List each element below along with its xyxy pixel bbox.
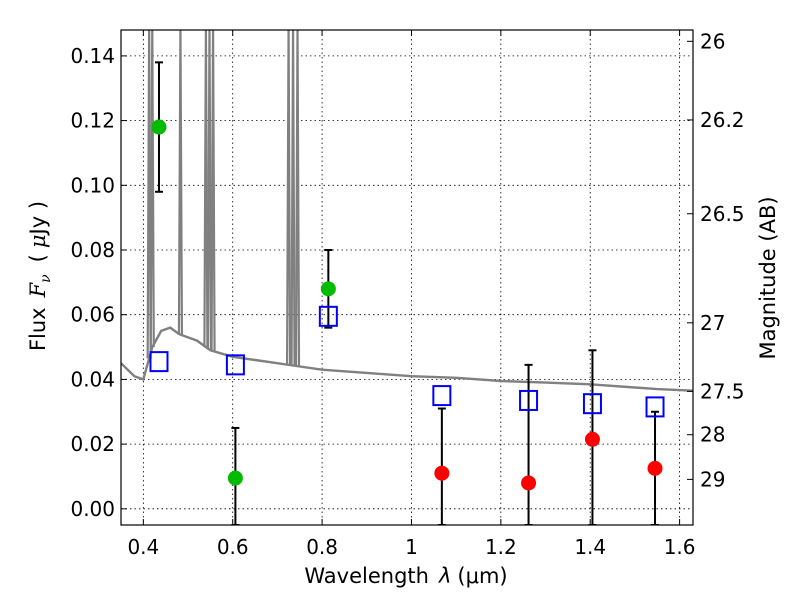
model-photometry-point — [645, 396, 665, 418]
upper-band-point — [584, 431, 600, 447]
model-photometry-point — [582, 393, 602, 415]
y-tick-label: 0.12 — [70, 109, 115, 133]
y-tick-label: 0.06 — [70, 303, 115, 327]
x-tick-label: 0.6 — [217, 535, 249, 559]
model-photometry-point — [149, 351, 169, 373]
mag-tick-label: 27 — [700, 311, 725, 335]
plot-frame — [120, 29, 694, 526]
x-tick-label: 1.4 — [574, 535, 606, 559]
x-tick-label: 1.2 — [485, 535, 517, 559]
mag-tick-label: 29 — [700, 467, 725, 491]
upper-band-point — [434, 465, 450, 481]
model-photometry-point — [318, 305, 338, 327]
sed-emission-line — [290, 30, 296, 366]
x-tick-label: 1 — [405, 535, 418, 559]
sed-emission-line — [294, 30, 301, 367]
grid — [121, 30, 693, 525]
sed-emission-line — [203, 30, 209, 348]
sed-emission-line — [206, 30, 213, 350]
ticks: 0.4 0.6 0.8 1 1.2 1.4 1.6 0.00 0.02 0.04 0.06 0.08 0… — [70, 29, 744, 559]
sed-emission-line — [285, 30, 292, 365]
mag-tick-label: 26.5 — [700, 202, 745, 226]
upper-band-point — [647, 460, 663, 476]
x-tick-label: 0.4 — [127, 535, 159, 559]
mag-tick-label: 26.2 — [700, 108, 745, 132]
x-axis-title: Wavelength λ (μm) — [304, 564, 507, 588]
model-photometry-point — [432, 385, 452, 407]
y-tick-label: 0.08 — [70, 238, 115, 262]
marker-layer — [149, 61, 665, 525]
y-tick-label: 0.14 — [70, 44, 115, 68]
detections-point — [151, 119, 167, 135]
sed-emission-line — [177, 30, 184, 335]
upper-band-point — [521, 475, 537, 491]
sed-emission-line — [210, 30, 216, 352]
y-tick-label: 0.02 — [70, 432, 115, 456]
y-tick-label: 0.10 — [70, 173, 115, 197]
detections-point — [320, 281, 336, 297]
x-tick-label: 1.6 — [664, 535, 696, 559]
mag-tick-label: 26 — [700, 29, 725, 53]
sed-continuum — [121, 326, 693, 392]
x-tick-label: 0.8 — [306, 535, 338, 559]
model-photometry-point — [519, 389, 539, 411]
y-axis-title: FluxFν(μJy ) — [26, 201, 54, 351]
sed-emission-line — [149, 30, 155, 348]
y2-axis-title: Magnitude (AB) — [756, 196, 780, 359]
y-tick-label: 0.04 — [70, 367, 115, 391]
mag-tick-label: 28 — [700, 423, 725, 447]
model-photometry-point — [225, 354, 245, 376]
detections-point — [227, 470, 243, 486]
sed-model-layer — [121, 30, 693, 392]
y-tick-label: 0.00 — [70, 497, 115, 521]
mag-tick-label: 27.5 — [700, 379, 745, 403]
